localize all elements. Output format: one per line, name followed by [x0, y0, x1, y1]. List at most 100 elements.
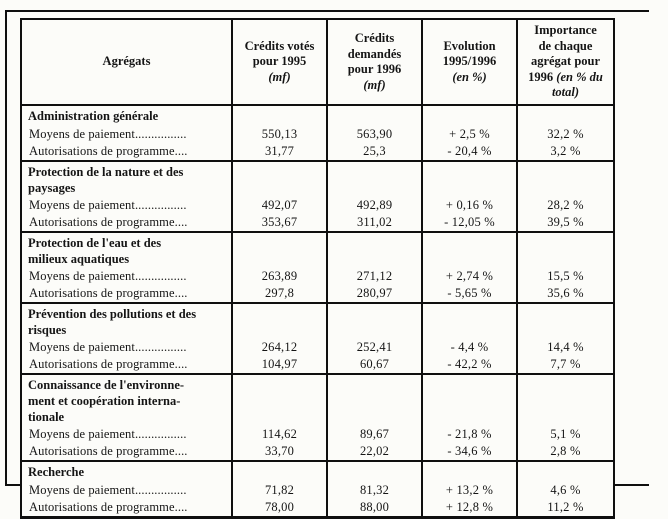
row-label-cell: Moyens de paiement................ [29, 198, 187, 212]
cell-credits-1996: 22,02 [326, 443, 422, 461]
row-label-cell: Autorisations de programme.... [29, 144, 188, 158]
cell-importance: 4,6 % [516, 482, 614, 499]
section-title-row: Connaissance de l'environne- ment et coo… [21, 373, 614, 426]
cell-credits-1995: 31,77 [231, 143, 327, 161]
cell-credits-1995: 264,12 [231, 339, 327, 356]
data-row: Autorisations de programme.... 104,97 60… [21, 356, 614, 374]
row-label-cell: Autorisations de programme.... [29, 286, 188, 300]
empty-cell [326, 104, 422, 126]
cell-credits-1995: 353,67 [231, 214, 327, 232]
data-row: Moyens de paiement................ 550,1… [21, 126, 614, 143]
data-row: Moyens de paiement................ 71,82… [21, 482, 614, 499]
row-label-cell: Moyens de paiement................ [29, 340, 187, 354]
cell-importance: 35,6 % [516, 285, 614, 303]
empty-cell [421, 104, 517, 126]
cell-importance: 14,4 % [516, 339, 614, 356]
cell-importance: 5,1 % [516, 426, 614, 443]
data-row: Moyens de paiement................ 263,8… [21, 268, 614, 285]
cell-evolution: + 12,8 % [421, 499, 517, 518]
empty-cell [516, 104, 614, 126]
cell-credits-1996: 280,97 [326, 285, 422, 303]
cell-evolution: - 21,8 % [421, 426, 517, 443]
data-row: Autorisations de programme.... 297,8 280… [21, 285, 614, 303]
cell-credits-1996: 271,12 [326, 268, 422, 285]
empty-cell [326, 231, 422, 268]
col-header-credits-votes-1995: Crédits votés pour 1995 (mf) [231, 19, 327, 106]
cell-evolution: + 0,16 % [421, 197, 517, 214]
col-header-evolution: Evolution 1995/1996 (en %) [421, 19, 517, 106]
cell-credits-1996: 88,00 [326, 499, 422, 518]
cell-importance: 15,5 % [516, 268, 614, 285]
cell-evolution: - 42,2 % [421, 356, 517, 374]
empty-cell [326, 373, 422, 426]
empty-cell [326, 160, 422, 197]
empty-cell [231, 104, 327, 126]
col-header-label: Agrégats [102, 54, 151, 69]
empty-cell [326, 460, 422, 482]
col-header-unit: (en % du total) [551, 69, 603, 100]
section-title-row: Recherche [21, 460, 614, 482]
row-label-cell: Moyens de paiement................ [29, 127, 187, 141]
col-header-credits-demandes-1996: Crédits demandés pour 1996 (mf) [326, 19, 422, 106]
scanned-page: Agrégats Crédits votés pour 1995 (mf) Cr… [5, 10, 649, 519]
row-label-cell: Moyens de paiement................ [29, 269, 187, 283]
section-title-cell: Protection de la nature et des paysages [21, 160, 232, 197]
data-row: Autorisations de programme.... 78,00 88,… [21, 499, 614, 518]
empty-cell [231, 460, 327, 482]
cell-credits-1995: 297,8 [231, 285, 327, 303]
cell-credits-1996: 60,67 [326, 356, 422, 374]
col-header-unit: (en %) [452, 69, 487, 84]
empty-cell [421, 302, 517, 339]
col-header-label: Importance de chaque agrégat pour 1996 [528, 23, 601, 84]
cell-credits-1995: 33,70 [231, 443, 327, 461]
cell-credits-1995: 114,62 [231, 426, 327, 443]
cell-credits-1996: 563,90 [326, 126, 422, 143]
budget-table: Agrégats Crédits votés pour 1995 (mf) Cr… [20, 18, 615, 519]
cell-evolution: - 5,65 % [421, 285, 517, 303]
cell-importance: 11,2 % [516, 499, 614, 518]
empty-cell [516, 460, 614, 482]
row-label-cell: Autorisations de programme.... [29, 215, 188, 229]
data-row: Autorisations de programme.... 33,70 22,… [21, 443, 614, 461]
cell-credits-1995: 492,07 [231, 197, 327, 214]
col-header-label: Crédits votés pour 1995 [244, 38, 315, 69]
cell-credits-1996: 252,41 [326, 339, 422, 356]
cell-importance: 2,8 % [516, 443, 614, 461]
cell-evolution: - 4,4 % [421, 339, 517, 356]
row-label-cell: Moyens de paiement................ [29, 427, 187, 441]
empty-cell [231, 160, 327, 197]
cell-evolution: + 13,2 % [421, 482, 517, 499]
section-title-row: Prévention des pollutions et des risques [21, 302, 614, 339]
empty-cell [421, 373, 517, 426]
cell-evolution: + 2,5 % [421, 126, 517, 143]
row-label-cell: Autorisations de programme.... [29, 357, 188, 371]
empty-cell [231, 302, 327, 339]
data-row: Autorisations de programme.... 31,77 25,… [21, 143, 614, 161]
cell-credits-1996: 81,32 [326, 482, 422, 499]
cell-evolution: - 20,4 % [421, 143, 517, 161]
empty-cell [516, 373, 614, 426]
col-header-unit: (mf) [268, 69, 291, 84]
cell-evolution: - 34,6 % [421, 443, 517, 461]
empty-cell [231, 373, 327, 426]
empty-cell [516, 231, 614, 268]
cell-credits-1996: 311,02 [326, 214, 422, 232]
section-title-cell: Protection de l'eau et des milieux aquat… [21, 231, 232, 268]
empty-cell [421, 231, 517, 268]
cell-credits-1996: 89,67 [326, 426, 422, 443]
empty-cell [421, 160, 517, 197]
section-title-row: Protection de la nature et des paysages [21, 160, 614, 197]
empty-cell [231, 231, 327, 268]
row-label-cell: Autorisations de programme.... [29, 444, 188, 458]
header-row: Agrégats Crédits votés pour 1995 (mf) Cr… [21, 19, 614, 106]
cell-importance: 28,2 % [516, 197, 614, 214]
data-row: Autorisations de programme.... 353,67 31… [21, 214, 614, 232]
empty-cell [326, 302, 422, 339]
cell-importance: 39,5 % [516, 214, 614, 232]
cell-importance: 3,2 % [516, 143, 614, 161]
cell-credits-1995: 550,13 [231, 126, 327, 143]
cell-evolution: - 12,05 % [421, 214, 517, 232]
section-title-cell: Prévention des pollutions et des risques [21, 302, 232, 339]
col-header-label: Evolution 1995/1996 [442, 38, 497, 69]
section-title-cell: Administration générale [21, 104, 232, 126]
